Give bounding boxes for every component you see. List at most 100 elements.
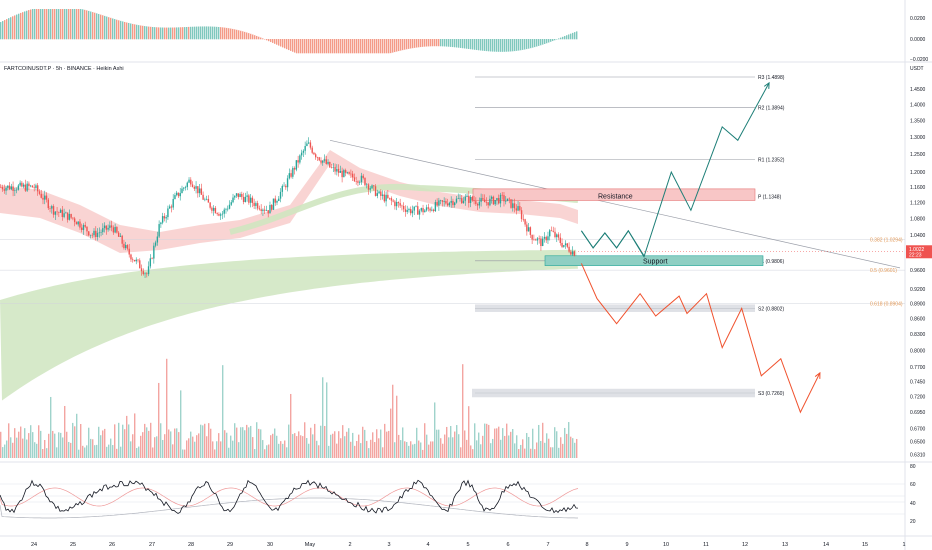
candle xyxy=(568,246,570,252)
oscillator-bar xyxy=(184,27,186,40)
volume-bar xyxy=(294,433,296,458)
candle xyxy=(230,202,232,205)
candle xyxy=(462,200,465,204)
time-tick-label: 15 xyxy=(862,542,868,548)
volume-bar xyxy=(184,449,186,458)
volume-bar xyxy=(414,443,416,458)
oscillator-bar xyxy=(434,39,436,47)
candle xyxy=(482,198,484,200)
volume-bar xyxy=(16,437,18,458)
oscillator-bar xyxy=(42,9,44,40)
price-tick-label: 0.6950 xyxy=(910,410,926,416)
candle xyxy=(251,197,254,203)
volume-bar xyxy=(548,438,550,458)
time-tick-label: 27 xyxy=(149,542,155,548)
candle xyxy=(174,195,176,200)
oscillator-bar xyxy=(48,9,50,40)
rsi-tick-label: 20 xyxy=(910,519,916,525)
oscillator-bar xyxy=(206,26,208,40)
candle xyxy=(84,225,86,227)
candle xyxy=(112,227,115,233)
volume-bar xyxy=(122,424,124,458)
volume-bar xyxy=(338,431,340,458)
candle xyxy=(279,191,282,199)
oscillator-bar xyxy=(512,39,514,52)
oscillator-bar xyxy=(406,39,408,50)
oscillator-bar xyxy=(332,39,334,54)
volume-bar xyxy=(564,427,566,458)
volume-bar xyxy=(534,449,536,458)
volume-bar xyxy=(370,439,372,458)
candle xyxy=(66,212,69,220)
oscillator-bar xyxy=(224,27,226,40)
candle xyxy=(344,170,347,173)
volume-bar xyxy=(368,448,370,458)
oscillator-bar xyxy=(64,9,66,40)
oscillator-bar xyxy=(52,9,54,40)
oscillator-bar xyxy=(170,27,172,40)
volume-bar xyxy=(86,445,88,458)
candle xyxy=(77,221,79,225)
volume-bar xyxy=(60,432,62,458)
candle xyxy=(1,187,4,190)
oscillator-bar xyxy=(174,27,176,40)
oscillator-bar xyxy=(546,39,548,44)
oscillator-bar xyxy=(424,39,426,47)
oscillator-bar xyxy=(74,9,76,40)
volume-bar xyxy=(70,442,72,458)
oscillator-bar xyxy=(562,36,564,40)
volume-bar xyxy=(290,393,292,458)
volume-bar xyxy=(274,428,276,458)
oscillator-bar xyxy=(134,24,136,40)
volume-bar xyxy=(452,437,454,458)
oscillator-bar xyxy=(528,39,530,49)
oscillator-bar xyxy=(226,27,228,40)
candle xyxy=(14,190,16,191)
time-tick-label: 25 xyxy=(70,542,76,548)
volume-bar xyxy=(296,436,298,458)
volume-bar xyxy=(236,427,238,458)
price-tick-label: 1.2500 xyxy=(910,152,926,158)
oscillator-bar xyxy=(142,25,144,40)
candle xyxy=(12,186,14,191)
candle xyxy=(367,184,370,190)
oscillator-bar xyxy=(292,39,294,52)
volume-bar xyxy=(428,444,430,458)
rsi-tick-label: 60 xyxy=(910,482,916,488)
time-axis[interactable]: 24 25 26 27 28 29 30 May 2 3 4 5 6 7 8 9 10 11 12 13 14 15 1 xyxy=(31,542,906,548)
oscillator-bar xyxy=(530,39,532,49)
volume-bar xyxy=(458,434,460,458)
oscillator-bar xyxy=(266,39,268,41)
rsi-slow-line xyxy=(0,497,578,519)
supply-demand-zones: Resistance Support xyxy=(472,188,764,398)
candle xyxy=(285,185,287,188)
time-tick-label: 2 xyxy=(348,542,351,548)
volume-bar xyxy=(46,448,48,458)
volume-bar xyxy=(422,449,424,458)
candle xyxy=(59,209,62,213)
candle xyxy=(566,243,569,247)
volume-bar xyxy=(386,431,388,458)
volume-bar xyxy=(210,428,212,458)
candle xyxy=(290,173,292,177)
volume-bar xyxy=(522,439,524,458)
volume-bar xyxy=(230,435,232,458)
volume-bar xyxy=(238,442,240,458)
oscillator-bar xyxy=(154,27,156,40)
oscillator-bar xyxy=(394,39,396,53)
candle xyxy=(70,213,72,218)
oscillator-bar xyxy=(104,15,106,40)
candle xyxy=(269,205,271,214)
oscillator-bar xyxy=(70,9,72,40)
oscillator-bar xyxy=(550,39,552,42)
volume-bar xyxy=(344,436,346,458)
oscillator-bar xyxy=(218,26,220,40)
candle xyxy=(351,173,354,178)
volume-bar xyxy=(412,444,414,458)
oscillator-bar xyxy=(552,39,554,42)
price-axis[interactable]: 0.0200 0.0000 −0.0200 USDT 1.4500 1.4000 1.350… xyxy=(578,16,932,525)
oscillator-bar xyxy=(100,14,102,40)
oscillator-bar xyxy=(454,39,456,48)
oscillator-bar xyxy=(192,26,194,40)
